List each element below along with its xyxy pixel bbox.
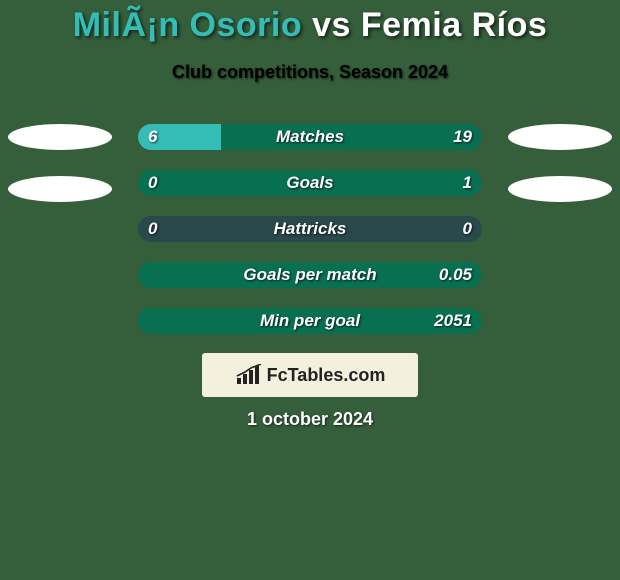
title-player-left: MilÃ¡n Osorio bbox=[73, 6, 302, 44]
footer-date: 1 october 2024 bbox=[0, 409, 620, 430]
stat-value-left: 0 bbox=[148, 170, 208, 196]
stat-value-right: 19 bbox=[412, 124, 472, 150]
title-player-right: Femia Ríos bbox=[361, 6, 547, 44]
page-title: MilÃ¡n Osorio vs Femia Ríos bbox=[0, 6, 620, 45]
subtitle: Club competitions, Season 2024 bbox=[0, 62, 620, 83]
stat-value-left bbox=[148, 308, 208, 334]
team-marker-left bbox=[8, 124, 112, 150]
stat-value-right: 1 bbox=[412, 170, 472, 196]
site-logo: FcTables.com bbox=[202, 353, 418, 397]
title-vs: vs bbox=[312, 6, 351, 44]
site-logo-text: FcTables.com bbox=[267, 365, 386, 386]
stat-value-left bbox=[148, 262, 208, 288]
stat-value-left: 6 bbox=[148, 124, 208, 150]
stat-row: Matches619 bbox=[0, 124, 620, 150]
team-marker-left bbox=[8, 176, 112, 202]
stat-value-right: 0.05 bbox=[412, 262, 472, 288]
stat-row: Min per goal2051 bbox=[0, 308, 620, 334]
stat-row: Goals per match0.05 bbox=[0, 262, 620, 288]
stat-value-left: 0 bbox=[148, 216, 208, 242]
team-marker-right bbox=[508, 124, 612, 150]
stat-row: Hattricks00 bbox=[0, 216, 620, 242]
stat-value-right: 0 bbox=[412, 216, 472, 242]
team-marker-right bbox=[508, 176, 612, 202]
stat-row: Goals01 bbox=[0, 170, 620, 196]
stat-value-right: 2051 bbox=[412, 308, 472, 334]
comparison-infographic: MilÃ¡n Osorio vs Femia Ríos Club competi… bbox=[0, 0, 620, 580]
bars-growth-icon bbox=[235, 364, 263, 386]
